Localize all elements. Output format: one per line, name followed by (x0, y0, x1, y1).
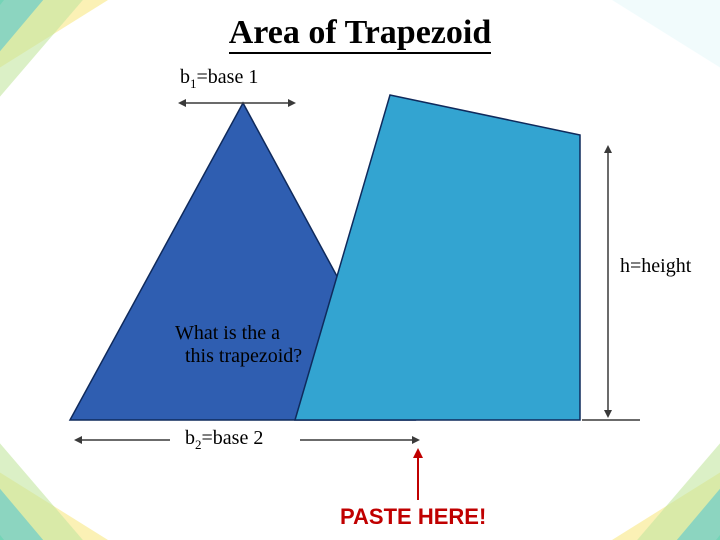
paste-here-label: PASTE HERE! (340, 504, 486, 530)
triangle-front (295, 95, 580, 420)
front-shape-layer (0, 0, 720, 540)
b2-label: b2=base 2 (185, 427, 263, 453)
height-label: h=height (620, 255, 691, 278)
b1-label: b1=base 1 (180, 66, 258, 92)
